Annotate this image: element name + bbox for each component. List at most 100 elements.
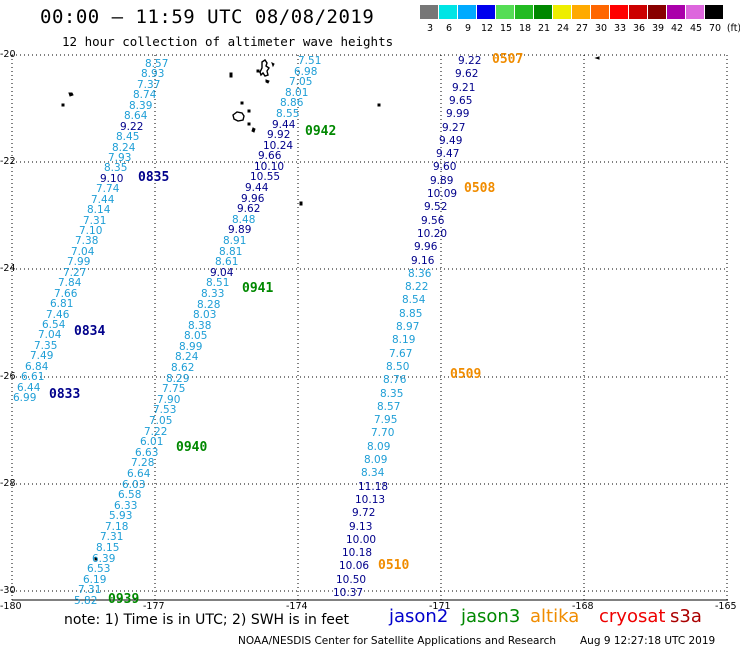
swh-value: 9.44: [245, 182, 269, 194]
swh-value: 7.31: [78, 584, 102, 596]
swh-value: 9.49: [439, 135, 463, 147]
legend-swatch: [629, 5, 648, 19]
swh-value: 7.35: [34, 340, 58, 352]
swh-value: 10.09: [427, 188, 458, 200]
legend-label: 3: [426, 23, 434, 34]
lon-tick-label: -168: [572, 601, 594, 612]
satellite-label: jason3: [461, 606, 521, 627]
swh-value: 9.52: [424, 201, 448, 213]
swh-value: 8.38: [188, 320, 212, 332]
swh-value: 7.37: [137, 79, 161, 91]
legend-label: 42: [670, 23, 684, 34]
island-shape: [229, 72, 233, 78]
swh-value: 6.81: [50, 298, 74, 310]
swh-value: 9.22: [120, 121, 144, 133]
swh-value: 6.53: [87, 563, 111, 575]
credit-line: NOAA/NESDIS Center for Satellite Applica…: [238, 635, 556, 647]
swh-value: 9.89: [430, 175, 454, 187]
lat-tick-label: -30: [0, 585, 16, 596]
legend-swatch: [496, 5, 515, 19]
swh-value: 8.55: [276, 108, 300, 120]
legend-swatch: [515, 5, 534, 19]
swh-value: 8.76: [383, 374, 407, 386]
swh-value: 7.31: [83, 215, 107, 227]
swh-value: 7.05: [289, 76, 313, 88]
swh-value: 8.29: [166, 373, 190, 385]
island-shape: [265, 79, 270, 84]
swh-value: 8.64: [124, 110, 148, 122]
swh-value: 10.50: [336, 574, 367, 586]
swh-value: 7.10: [79, 225, 103, 237]
legend-swatch: [572, 5, 591, 19]
swh-value: 8.85: [399, 308, 423, 320]
satellite-label: jason2: [389, 606, 449, 627]
swh-value: 9.72: [352, 507, 376, 519]
swh-value: 9.16: [411, 255, 435, 267]
swh-value: 7.44: [91, 194, 115, 206]
swh-value: 7.75: [162, 383, 186, 395]
pass-time-label: 0509: [450, 367, 482, 382]
generation-timestamp: Aug 9 12:27:18 UTC 2019: [580, 635, 716, 647]
swh-value: 6.39: [92, 553, 116, 565]
swh-value: 8.05: [184, 330, 208, 342]
island-shape: [594, 56, 600, 60]
swh-value: 6.01: [140, 436, 164, 448]
swh-value: 6.19: [83, 574, 107, 586]
color-legend: 3 6 9 12 15 18 21 24 27 30 33 36 39 42 45 70 (ft): [420, 5, 740, 37]
lon-tick-label: -180: [0, 601, 22, 612]
pass-time-label: 0940: [176, 440, 208, 455]
legend-swatch: [439, 5, 458, 19]
swh-value: 6.54: [42, 319, 66, 331]
legend-label: 70: [708, 23, 722, 34]
lat-tick-label: -28: [0, 478, 16, 489]
legend-swatch: [477, 5, 496, 19]
legend-label: 9: [464, 23, 472, 34]
swh-value: 10.55: [250, 171, 281, 183]
lon-tick-label: -171: [429, 601, 451, 612]
swh-value: 8.09: [367, 441, 391, 453]
legend-swatch: [686, 5, 705, 19]
pass-time-label: 0510: [378, 558, 410, 573]
swh-value: 8.15: [96, 542, 120, 554]
swh-value: 8.34: [361, 467, 385, 479]
swh-value: 8.24: [112, 142, 136, 154]
lat-tick-label: -20: [0, 49, 16, 60]
map-title: 00:00 – 11:59 UTC 08/08/2019: [40, 6, 375, 28]
island-shape: [377, 103, 381, 107]
swh-value: 9.62: [237, 203, 261, 215]
swh-value: 8.03: [193, 309, 217, 321]
swh-value: 8.33: [201, 288, 225, 300]
swh-value: 6.63: [135, 447, 159, 459]
swh-value: 7.90: [157, 394, 181, 406]
swh-value: 10.00: [346, 534, 377, 546]
lat-lon-grid: [11, 54, 728, 601]
legend-swatch: [648, 5, 667, 19]
swh-value: 7.74: [96, 183, 120, 195]
legend-swatch: [705, 5, 724, 19]
pass-time-label: 0833: [49, 387, 81, 402]
island-outlines: [61, 56, 600, 561]
island-shape: [259, 59, 270, 77]
swh-value: 9.22: [458, 55, 482, 67]
swh-value: 8.09: [364, 454, 388, 466]
lon-tick-label: -165: [715, 601, 737, 612]
swh-value: 7.49: [30, 350, 54, 362]
swh-value: 8.24: [175, 351, 199, 363]
swh-value: 10.13: [355, 494, 386, 506]
satellite-label: cryosat: [599, 606, 666, 627]
swh-value: 9.56: [421, 215, 445, 227]
swh-value: 8.74: [133, 89, 157, 101]
swh-value: 8.93: [141, 68, 165, 80]
swh-value: 9.62: [455, 68, 479, 80]
swh-value: 5.93: [109, 510, 133, 522]
swh-value: 8.45: [116, 131, 140, 143]
swh-value: 6.61: [21, 371, 45, 383]
swh-value: 8.97: [396, 321, 420, 333]
legend-label: 24: [556, 23, 570, 34]
swh-value: 7.70: [371, 427, 395, 439]
swh-value: 7.84: [58, 277, 82, 289]
satellite-label: altika: [530, 606, 580, 627]
island-shape: [247, 109, 251, 113]
swh-value: 7.53: [153, 404, 177, 416]
